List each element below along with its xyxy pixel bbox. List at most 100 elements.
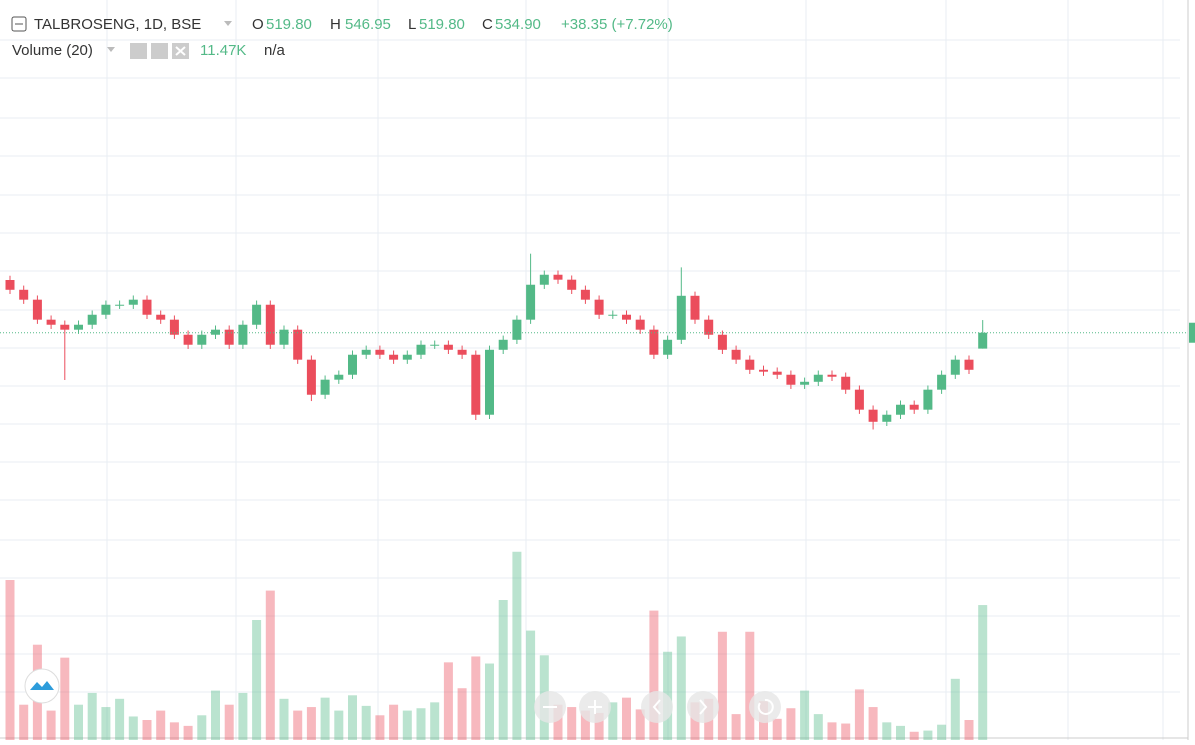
volume-bar (443, 662, 453, 740)
volume-bar (211, 690, 220, 740)
volume-bar (909, 731, 919, 740)
volume-bar (128, 716, 138, 740)
candle-body (896, 404, 905, 415)
volume-bar (183, 725, 193, 740)
symbol: TALBROSENG, 1D, BSE (34, 16, 201, 33)
toolbar (24, 668, 781, 723)
volume-bar (964, 720, 974, 740)
collapse-icon[interactable] (11, 16, 27, 32)
volume-bar (772, 718, 782, 740)
candle-body (485, 349, 494, 415)
dropdown[interactable] (107, 47, 115, 52)
volume-bar (224, 704, 234, 740)
candle-body (430, 344, 440, 346)
volume-bar (786, 708, 796, 740)
volume-bar (101, 707, 111, 740)
candle-body (512, 319, 522, 340)
candle-body (635, 319, 645, 330)
reset[interactable] (749, 691, 781, 723)
volume-bar (813, 714, 823, 740)
candle-body (731, 349, 741, 360)
candle-body (224, 329, 234, 345)
volume-bar (841, 723, 851, 740)
settings-icon[interactable] (151, 43, 168, 59)
volume-bar (649, 610, 659, 740)
volume-bar (745, 631, 755, 740)
volume-bar (375, 715, 385, 740)
candle-body (649, 329, 659, 355)
candle-body (60, 324, 70, 330)
candle-body (457, 349, 467, 355)
volume-bar (580, 710, 590, 740)
volume-bar (485, 663, 494, 740)
candle-body (19, 289, 29, 300)
candle-body (868, 409, 878, 422)
o-label: O (252, 16, 264, 33)
volume-bar (265, 590, 275, 740)
volume-ma: n/a (264, 42, 286, 59)
candle-body (786, 374, 796, 385)
volume-bar (608, 702, 618, 740)
volume-bar (430, 702, 440, 740)
eye-icon[interactable] (130, 43, 147, 59)
volume-bar (416, 708, 426, 740)
candle-body (128, 299, 138, 305)
c-value: 534.90 (495, 16, 541, 33)
candle-body (841, 376, 851, 390)
l-label: L (408, 16, 416, 33)
scroll-right[interactable] (687, 691, 719, 723)
candle-body (348, 354, 357, 375)
logo[interactable] (24, 668, 60, 704)
volume-bar (567, 707, 577, 740)
candle-body (32, 299, 42, 320)
candle-body (306, 359, 316, 395)
candle-body (279, 329, 289, 345)
volume-bar (334, 710, 344, 740)
candle-body (5, 280, 15, 290)
candle-body (115, 304, 125, 306)
candle-body (745, 359, 755, 370)
volume-bar (526, 630, 536, 740)
volume-bar (553, 704, 563, 740)
candle-body (361, 349, 371, 355)
volume-bar (882, 722, 892, 740)
candle-body (87, 314, 97, 325)
candle-body (101, 304, 111, 315)
change: +38.35 (+7.72%) (561, 16, 673, 33)
candle-body (293, 329, 303, 360)
candle-body (567, 279, 577, 290)
candle-body (375, 349, 385, 355)
scroll-left[interactable] (641, 691, 673, 723)
candle-body (471, 354, 481, 415)
volume-bar (169, 722, 179, 740)
candle-body (183, 334, 193, 345)
candle-body (854, 389, 864, 410)
volume-bar (348, 695, 357, 740)
candle-body (594, 299, 604, 315)
candle-body (772, 371, 782, 375)
volume-bar (594, 712, 604, 740)
candle-body (978, 332, 988, 349)
candle-body (608, 314, 618, 316)
volume-bar (950, 678, 960, 740)
candle-body (252, 304, 262, 325)
volume-bar (74, 704, 83, 740)
volume-bar (238, 692, 248, 740)
volume-bar (498, 600, 508, 740)
h-label: H (330, 16, 341, 33)
o-value: 519.80 (266, 16, 312, 33)
volume-bar (923, 730, 933, 740)
candle-body (197, 334, 207, 345)
candle-body (676, 295, 686, 340)
candle-body (704, 319, 714, 335)
candle-body (526, 284, 536, 320)
candle-body (759, 369, 768, 372)
volume-bar (512, 551, 522, 740)
candle-body (717, 334, 727, 350)
price-pane (0, 253, 1195, 430)
legend: TALBROSENG, 1D, BSE O 519.80 H 546.95 L … (11, 16, 673, 59)
volume-value: 11.47K (200, 42, 246, 59)
dropdown[interactable] (224, 21, 232, 26)
